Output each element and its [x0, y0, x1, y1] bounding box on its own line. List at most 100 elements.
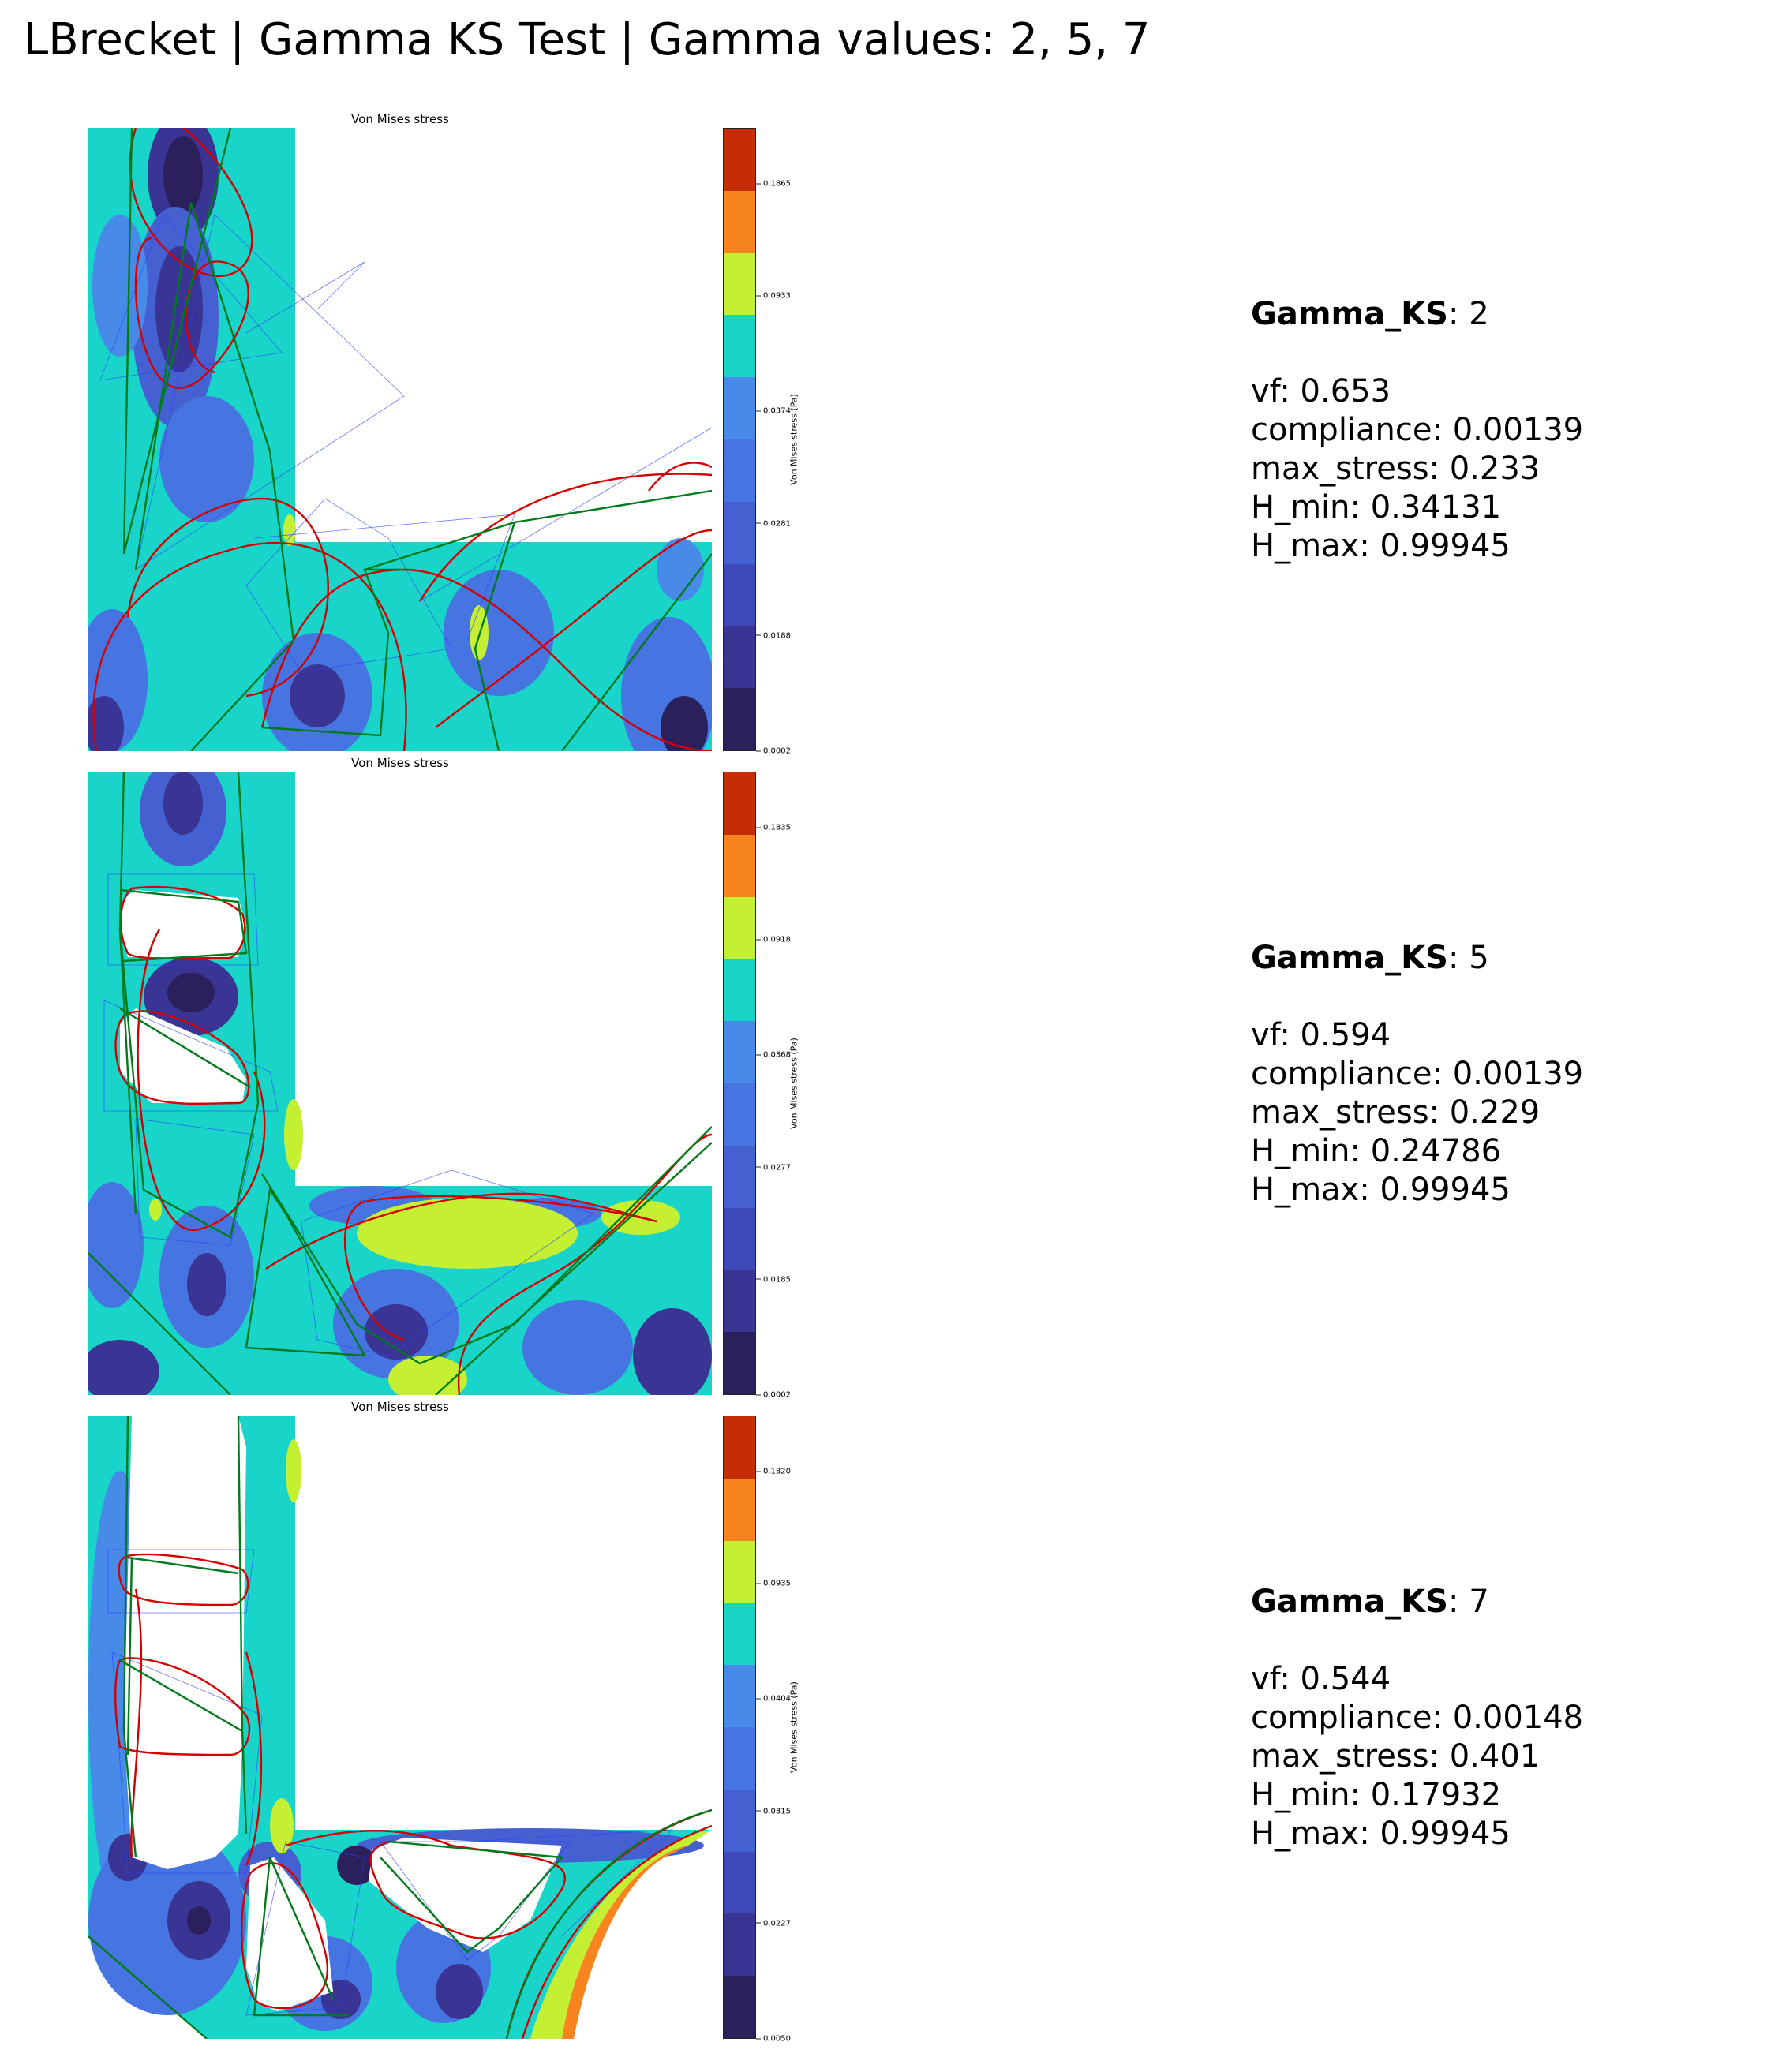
stats-block: Gamma_KS: 7 vf: 0.544 compliance: 0.0014…	[1251, 1583, 1583, 1853]
colorbar-tick-label: 0.0918	[756, 936, 791, 944]
colorbar-segment	[724, 626, 755, 689]
stat-h-max: H_max: 0.99945	[1251, 1172, 1511, 1208]
geometry-curves	[92, 128, 712, 751]
geometry-curves	[88, 1416, 712, 2039]
colorbar-segment	[724, 501, 755, 564]
stat-max-stress: max_stress: 0.233	[1251, 451, 1541, 487]
colorbar-segment	[724, 1207, 755, 1270]
colorbar-segment	[724, 1789, 755, 1852]
colorbar-segment	[724, 1021, 755, 1083]
colorbar-label: Von Mises stress (Pa)	[788, 1038, 799, 1129]
colorbar-label: Von Mises stress (Pa)	[788, 394, 799, 485]
colorbar-segment	[724, 896, 755, 959]
colorbar-tick-label: 0.0281	[756, 519, 791, 528]
colorbar-segment	[724, 1416, 755, 1479]
stat-h-min: H_min: 0.34131	[1251, 489, 1502, 525]
gamma-label: Gamma_KS	[1251, 1584, 1448, 1620]
colorbar-tick-label: 0.0935	[756, 1580, 791, 1588]
colorbar-segment	[724, 563, 755, 626]
colorbar-segment	[724, 315, 755, 378]
stat-vf: vf: 0.594	[1251, 1017, 1391, 1053]
bounding-boxes	[103, 873, 594, 1356]
stat-compliance: compliance: 0.00139	[1251, 412, 1584, 448]
stress-plot	[88, 1416, 712, 2039]
colorbar-tick-label: 0.0933	[756, 292, 791, 301]
colorbar-segment	[724, 1270, 755, 1333]
colorbar-segment	[724, 1726, 755, 1790]
colorbar-segment	[724, 1603, 755, 1666]
gamma-value: 2	[1469, 296, 1489, 332]
colorbar-segment	[724, 439, 755, 502]
colorbar-segment	[724, 1478, 755, 1541]
stress-plot	[88, 772, 712, 1395]
colorbar-segment	[724, 959, 755, 1022]
stats-block: Gamma_KS: 2 vf: 0.653 compliance: 0.0013…	[1251, 295, 1583, 566]
gamma-value: 7	[1469, 1584, 1489, 1620]
colorbar-segment	[724, 1083, 755, 1146]
colorbar-label: Von Mises stress (Pa)	[788, 1681, 799, 1773]
stat-h-min: H_min: 0.24786	[1251, 1133, 1502, 1169]
stat-compliance: compliance: 0.00139	[1251, 1056, 1584, 1092]
colorbar	[723, 1416, 756, 2039]
colorbar-tick-label: 0.1835	[756, 824, 791, 832]
colorbar-segment	[724, 190, 755, 253]
colorbar-segment	[724, 1540, 755, 1603]
figure-title: LBrecket | Gamma KS Test | Gamma values:…	[24, 14, 1151, 65]
geometry-curves	[88, 772, 712, 1395]
colorbar-ticks: 0.1865 0.0933 0.0374 0.0281 0.0188 0.0002	[756, 128, 791, 756]
colorbar-tick-label: 0.0002	[756, 1391, 791, 1400]
stat-max-stress: max_stress: 0.229	[1251, 1094, 1541, 1131]
gamma-value: 5	[1469, 940, 1489, 976]
colorbar-ticks: 0.1820 0.0935 0.0404 0.0315 0.0227 0.0050	[756, 1416, 791, 2044]
gamma-label: Gamma_KS	[1251, 940, 1448, 976]
colorbar-segment	[724, 772, 755, 835]
stats-block: Gamma_KS: 5 vf: 0.594 compliance: 0.0013…	[1251, 939, 1583, 1210]
stat-vf: vf: 0.544	[1251, 1661, 1391, 1697]
stat-h-max: H_max: 0.99945	[1251, 528, 1511, 564]
colorbar	[723, 772, 756, 1395]
colorbar-ticks: 0.1835 0.0918 0.0368 0.0277 0.0185 0.0002	[756, 772, 791, 1400]
colorbar-tick-label: 0.0050	[756, 2035, 791, 2044]
colorbar-tick-label: 0.0227	[756, 1919, 791, 1928]
panel-gamma-2: Von Mises stress	[0, 112, 1782, 756]
gamma-heading: Gamma_KS: 2	[1251, 296, 1489, 332]
colorbar-tick-label: 0.0368	[756, 1051, 791, 1060]
colorbar-tick-label: 0.0374	[756, 407, 791, 416]
colorbar-segment	[724, 834, 755, 897]
stat-h-max: H_max: 0.99945	[1251, 1816, 1511, 1852]
colorbar-segment	[724, 377, 755, 439]
colorbar-segment	[724, 1665, 755, 1727]
stat-h-min: H_min: 0.17932	[1251, 1777, 1502, 1813]
plot-title: Von Mises stress	[351, 756, 449, 770]
plot-title: Von Mises stress	[351, 112, 449, 126]
colorbar-segment	[724, 1145, 755, 1208]
stress-plot	[88, 128, 712, 751]
stress-field	[88, 772, 712, 1395]
colorbar-tick-label: 0.0277	[756, 1163, 791, 1172]
stress-field	[88, 1416, 712, 2039]
panel-gamma-5: Von Mises stress	[0, 756, 1782, 1400]
colorbar-tick-label: 0.0404	[756, 1695, 791, 1704]
colorbar-segment	[724, 1332, 755, 1394]
colorbar-segment	[724, 688, 755, 750]
colorbar-tick-label: 0.0185	[756, 1275, 791, 1284]
colorbar-segment	[724, 1913, 755, 1977]
colorbar	[723, 128, 756, 751]
colorbar-tick-label: 0.0002	[756, 747, 791, 756]
colorbar-segment	[724, 252, 755, 316]
plot-title: Von Mises stress	[351, 1400, 449, 1414]
panel-gamma-7: Von Mises stress	[0, 1400, 1782, 2044]
colorbar-segment	[724, 1976, 755, 2038]
colorbar-tick-label: 0.1865	[756, 180, 791, 189]
colorbar-segment	[724, 1851, 755, 1914]
stat-max-stress: max_stress: 0.401	[1251, 1738, 1541, 1775]
colorbar-tick-label: 0.0315	[756, 1807, 791, 1816]
gamma-heading: Gamma_KS: 5	[1251, 940, 1489, 976]
colorbar-segment	[724, 129, 755, 191]
gamma-heading: Gamma_KS: 7	[1251, 1584, 1489, 1620]
stat-vf: vf: 0.653	[1251, 373, 1391, 410]
colorbar-tick-label: 0.1820	[756, 1468, 791, 1476]
stat-compliance: compliance: 0.00148	[1251, 1700, 1584, 1736]
gamma-label: Gamma_KS	[1251, 296, 1448, 332]
colorbar-tick-label: 0.0188	[756, 631, 791, 640]
